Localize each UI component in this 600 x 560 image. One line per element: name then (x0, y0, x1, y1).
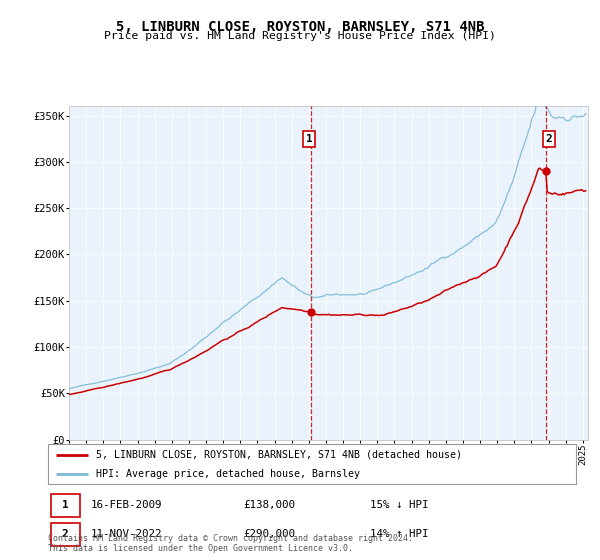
Text: 5, LINBURN CLOSE, ROYSTON, BARNSLEY, S71 4NB: 5, LINBURN CLOSE, ROYSTON, BARNSLEY, S71… (116, 20, 484, 34)
Text: Price paid vs. HM Land Registry's House Price Index (HPI): Price paid vs. HM Land Registry's House … (104, 31, 496, 41)
Text: 16-FEB-2009: 16-FEB-2009 (90, 500, 162, 510)
Text: 5, LINBURN CLOSE, ROYSTON, BARNSLEY, S71 4NB (detached house): 5, LINBURN CLOSE, ROYSTON, BARNSLEY, S71… (95, 450, 461, 460)
Text: 11-NOV-2022: 11-NOV-2022 (90, 529, 162, 539)
Text: 15% ↓ HPI: 15% ↓ HPI (370, 500, 428, 510)
Text: HPI: Average price, detached house, Barnsley: HPI: Average price, detached house, Barn… (95, 469, 359, 478)
Text: 14% ↑ HPI: 14% ↑ HPI (370, 529, 428, 539)
Text: £138,000: £138,000 (244, 500, 295, 510)
FancyBboxPatch shape (50, 494, 80, 517)
FancyBboxPatch shape (50, 522, 80, 545)
Text: 2: 2 (545, 134, 553, 144)
FancyBboxPatch shape (48, 444, 576, 484)
Text: Contains HM Land Registry data © Crown copyright and database right 2024.
This d: Contains HM Land Registry data © Crown c… (48, 534, 413, 553)
Text: 1: 1 (62, 500, 68, 510)
Text: 2: 2 (62, 529, 68, 539)
Text: 1: 1 (306, 134, 313, 144)
Text: £290,000: £290,000 (244, 529, 295, 539)
